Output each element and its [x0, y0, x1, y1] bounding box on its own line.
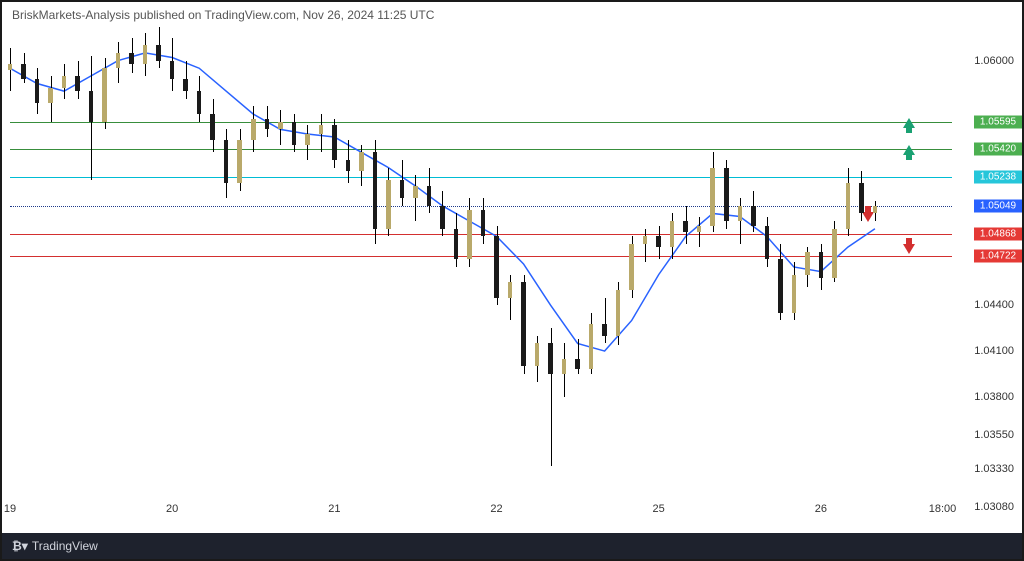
- candle-body: [738, 206, 743, 221]
- candle-body: [602, 324, 607, 336]
- candle-body: [21, 64, 26, 79]
- candle-body: [616, 290, 621, 336]
- y-tick: 1.03800: [974, 391, 1014, 403]
- x-tick: 20: [166, 503, 178, 515]
- price-tag: 1.05420: [974, 143, 1022, 156]
- candle-body: [265, 119, 270, 130]
- candle-body: [183, 79, 188, 91]
- price-tag: 1.05595: [974, 116, 1022, 129]
- candle-body: [89, 91, 94, 122]
- candle-body: [129, 53, 134, 64]
- candle-body: [400, 180, 405, 198]
- candle-body: [873, 206, 878, 214]
- candle-body: [386, 180, 391, 229]
- candle-body: [683, 221, 688, 232]
- x-axis: 19202122252618:00: [10, 503, 952, 521]
- candle-body: [494, 236, 499, 297]
- candle-wick: [645, 229, 646, 263]
- candle-body: [508, 282, 513, 297]
- candle-body: [548, 343, 553, 374]
- candle-wick: [699, 217, 700, 248]
- footer-text: TradingView: [32, 539, 98, 553]
- candle-body: [62, 76, 67, 88]
- y-tick: 1.03550: [974, 429, 1014, 441]
- candle-body: [629, 244, 634, 290]
- candle-body: [413, 186, 418, 198]
- candle-body: [75, 76, 80, 91]
- y-axis: 1.06000 1.04400 1.04100 1.03800 1.03550 1.033…: [952, 30, 1022, 503]
- candle-body: [278, 122, 283, 130]
- candle-body: [562, 359, 567, 374]
- candle-wick: [605, 298, 606, 344]
- candle-body: [197, 91, 202, 114]
- chart-header: BriskMarkets-Analysis published on Tradi…: [12, 8, 434, 22]
- chart-container: BriskMarkets-Analysis published on Tradi…: [0, 0, 1024, 561]
- footer-bar: ₿▾ TradingView: [2, 533, 1022, 559]
- candle-body: [48, 88, 53, 103]
- price-tag: 1.05049: [974, 199, 1022, 212]
- candle-body: [859, 183, 864, 214]
- candle-body: [35, 79, 40, 103]
- y-tick: 1.03080: [974, 501, 1014, 513]
- x-tick: 25: [653, 503, 665, 515]
- candle-body: [237, 140, 242, 183]
- x-tick: 26: [815, 503, 827, 515]
- tradingview-logo-icon: ₿▾: [12, 539, 28, 553]
- candle-wick: [415, 175, 416, 221]
- candle-body: [805, 252, 810, 275]
- candle-body: [373, 152, 378, 228]
- candle-body: [589, 324, 594, 370]
- candle-body: [832, 229, 837, 278]
- candle-body: [724, 168, 729, 222]
- candle-body: [765, 226, 770, 260]
- candle-body: [156, 45, 161, 60]
- chart-area[interactable]: [10, 30, 952, 503]
- candle-body: [170, 61, 175, 79]
- candle-body: [292, 122, 297, 145]
- candle-body: [819, 252, 824, 278]
- y-tick: 1.03330: [974, 463, 1014, 475]
- candle-body: [535, 343, 540, 366]
- candle-body: [710, 168, 715, 226]
- candle-body: [116, 53, 121, 68]
- candle-body: [224, 140, 229, 183]
- candle-body: [521, 282, 526, 366]
- candle-body: [670, 221, 675, 247]
- candle-body: [332, 125, 337, 160]
- candle-body: [102, 68, 107, 122]
- candle-body: [481, 210, 486, 236]
- candle-body: [251, 119, 256, 140]
- candle-body: [575, 359, 580, 370]
- candle-wick: [10, 48, 11, 91]
- x-tick: 19: [4, 503, 16, 515]
- moving-average-line: [10, 30, 956, 507]
- candle-body: [8, 64, 13, 70]
- candle-body: [454, 229, 459, 260]
- price-tag: 1.04868: [974, 227, 1022, 240]
- candle-body: [440, 206, 445, 229]
- candle-body: [792, 275, 797, 313]
- x-tick: 21: [328, 503, 340, 515]
- candle-body: [143, 45, 148, 63]
- candle-body: [305, 134, 310, 145]
- candle-body: [427, 186, 432, 206]
- candle-body: [467, 210, 472, 259]
- y-tick: 1.06000: [974, 55, 1014, 67]
- candle-body: [359, 152, 364, 170]
- x-tick: 18:00: [929, 503, 957, 515]
- candle-body: [778, 259, 783, 313]
- y-tick: 1.04100: [974, 345, 1014, 357]
- candle-body: [319, 125, 324, 134]
- candle-body: [210, 114, 215, 140]
- candle-body: [656, 236, 661, 247]
- candle-body: [751, 206, 756, 226]
- x-tick: 22: [490, 503, 502, 515]
- price-tag: 1.05238: [974, 171, 1022, 184]
- price-tag: 1.04722: [974, 249, 1022, 262]
- y-tick: 1.04400: [974, 299, 1014, 311]
- candle-body: [346, 160, 351, 171]
- candle-body: [643, 236, 648, 244]
- candle-body: [846, 183, 851, 229]
- candle-body: [697, 226, 702, 232]
